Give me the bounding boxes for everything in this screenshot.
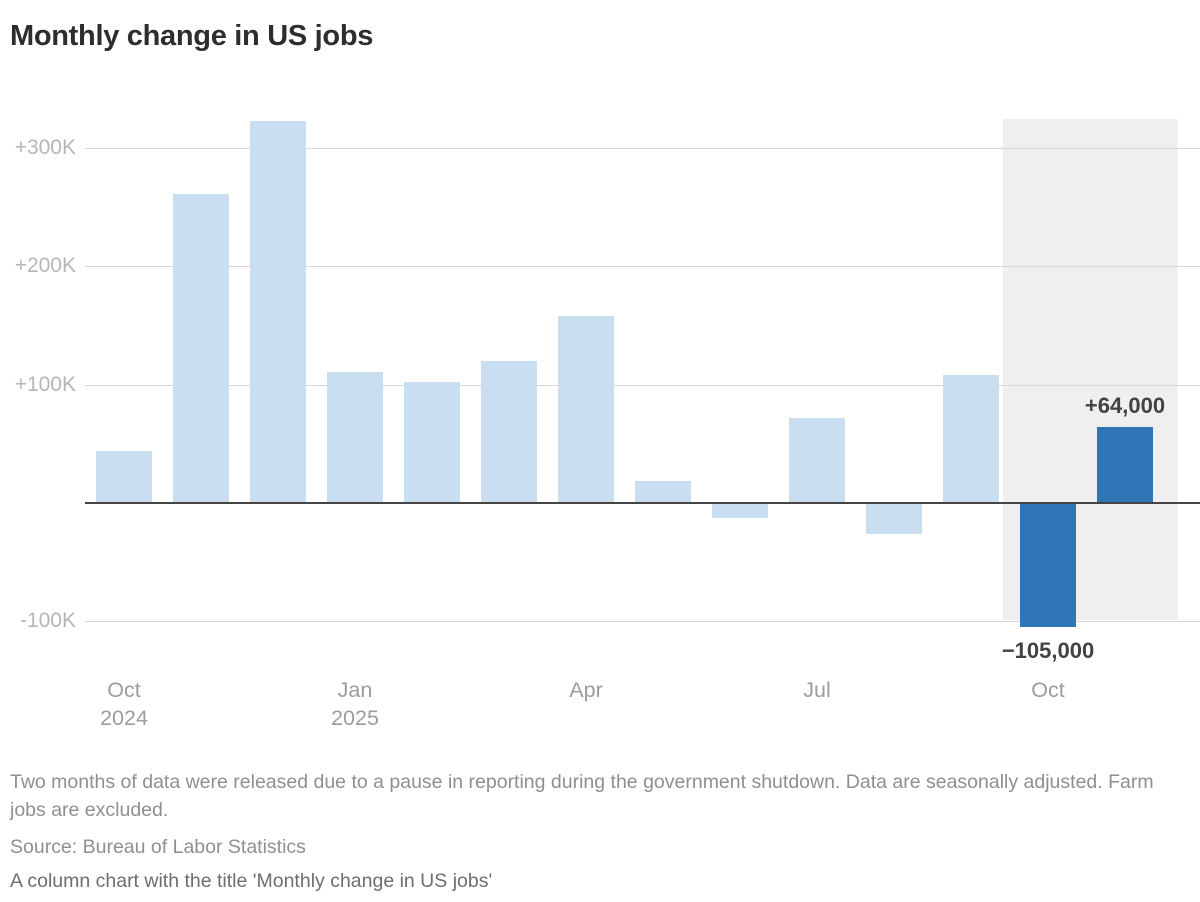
x-tick-label-line: Oct [1031,678,1065,702]
x-tick-label-line: 2025 [331,706,379,730]
x-tick-label: Jan 2025 [285,676,425,732]
x-tick-label: Oct 2024 [54,676,194,732]
x-tick-label: Apr [516,676,656,704]
x-tick-label-line: Jul [803,678,831,702]
y-tick-label: +300K [14,136,76,160]
bar-nov-2025 [1097,427,1153,503]
bar-jun-2025 [712,503,768,519]
bar-sep-2025 [943,375,999,503]
zero-baseline [85,502,1200,504]
bar-may-2025 [635,480,691,503]
x-tick-label: Oct [978,676,1118,704]
bar-mar-2025 [481,361,537,503]
chart-source: Source: Bureau of Labor Statistics [10,836,306,858]
y-tick-label: -100K [19,609,76,633]
bar-jan-2025 [327,371,383,503]
gridline [85,621,1200,623]
x-tick-label-line: Jan [337,678,373,702]
gridline [85,148,1200,150]
chart-alt-text: A column chart with the title 'Monthly c… [10,870,493,892]
gridline [85,384,1200,386]
x-tick-label-line: Oct [107,678,141,702]
bar-feb-2025 [404,382,460,503]
x-tick-label-line: 2024 [100,706,148,730]
bar-aug-2025 [866,503,922,534]
page-title: Monthly change in US jobs [10,20,374,52]
bar-dec-2024 [250,120,306,503]
bar-apr-2025 [558,316,614,503]
bar-oct-2024 [96,450,152,503]
gridline [85,266,1200,268]
bar-jul-2025 [789,417,845,503]
bar-annotation: −105,000 [1001,638,1095,664]
y-tick-label: +200K [14,254,76,278]
bar-nov-2024 [173,194,229,503]
y-tick-label: +100K [14,372,76,396]
chart-canvas: +300K +200K +100K -100K −105,000 +64,000 Oct 20… [14,119,1200,732]
bar-annotation: +64,000 [1084,393,1166,419]
x-tick-label-line: Apr [569,678,603,702]
x-tick-label: Jul [747,676,887,704]
chart-footnote: Two months of data were released due to … [10,771,1154,821]
bar-oct-2025 [1020,503,1076,628]
